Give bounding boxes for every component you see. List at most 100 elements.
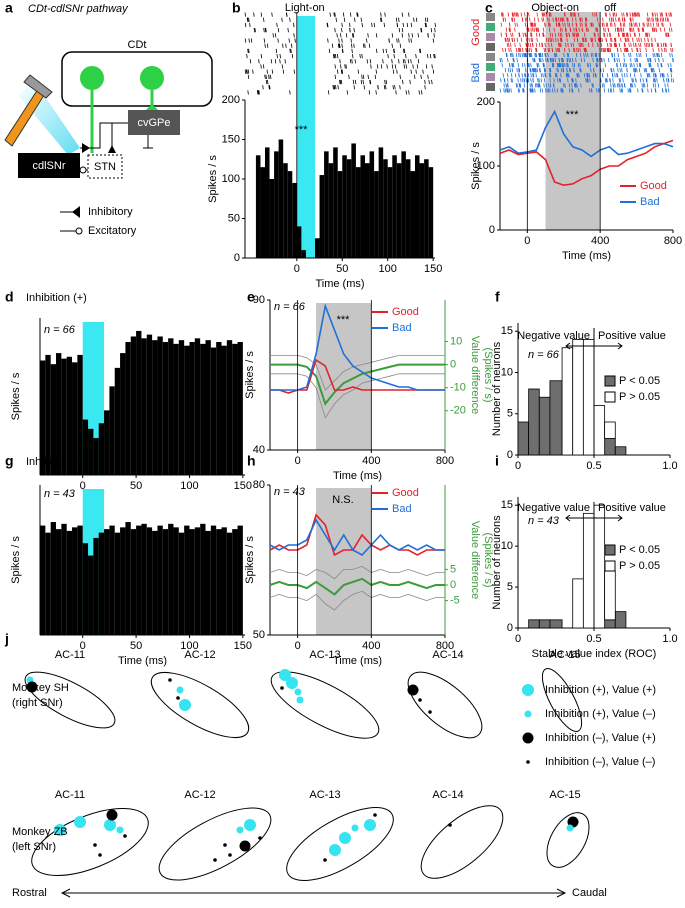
raster-spike	[633, 63, 635, 68]
raster-spike	[581, 42, 583, 47]
ci-lower	[270, 373, 445, 419]
raster-spike	[351, 33, 354, 38]
raster-spike	[525, 47, 528, 53]
raster-spike	[557, 78, 559, 83]
ci-lower	[269, 590, 445, 611]
raster-spike	[354, 17, 356, 22]
raster-spike	[530, 88, 532, 93]
raster-spike	[540, 52, 542, 58]
raster-spike	[612, 88, 615, 93]
raster-spike	[530, 68, 532, 73]
bar	[194, 338, 201, 475]
raster-spike	[383, 22, 386, 28]
raster-spike	[652, 27, 654, 32]
raster-spike	[666, 78, 668, 83]
raster-spike	[543, 47, 545, 53]
x-axis-label: Time (ms)	[118, 655, 167, 667]
raster-spike	[244, 69, 247, 74]
raster-spike	[631, 78, 633, 83]
raster-spike	[349, 22, 351, 28]
bar	[226, 340, 233, 475]
raster-spike	[399, 43, 402, 48]
raster-spike	[596, 17, 599, 22]
bar	[604, 619, 616, 629]
raster-spike	[635, 22, 637, 27]
raster-spike	[516, 58, 518, 63]
bar	[342, 155, 347, 258]
raster-spike	[586, 73, 588, 78]
raster-spike	[606, 32, 608, 37]
raster-spike	[629, 22, 631, 27]
bar	[173, 343, 179, 475]
object-icon	[486, 63, 495, 71]
raster-spike	[616, 58, 618, 63]
bar	[296, 226, 302, 258]
raster-spike	[536, 63, 538, 68]
raster-spike	[667, 88, 670, 93]
bar	[260, 167, 265, 258]
raster-spike	[585, 78, 587, 83]
raster-spike	[561, 37, 563, 42]
raster-spike	[562, 63, 564, 68]
raster-spike	[507, 73, 509, 78]
raster-spike	[668, 32, 670, 37]
raster-spike	[627, 37, 629, 42]
raster-spike	[260, 12, 263, 17]
raster-spike	[630, 22, 633, 27]
section-label: AC-11	[55, 649, 85, 661]
x-tick-label: 0	[80, 480, 86, 492]
raster-spike	[542, 73, 544, 78]
raster-spike	[614, 58, 616, 63]
raster-spike	[610, 83, 612, 88]
raster-spike	[539, 83, 541, 88]
raster-spike	[598, 52, 600, 58]
bar	[355, 167, 361, 258]
raster-spike	[525, 42, 528, 47]
raster-spike	[549, 68, 551, 73]
raster-spike	[541, 52, 544, 58]
raster-spike	[672, 58, 674, 63]
raster-spike	[585, 17, 587, 22]
bar	[517, 421, 530, 456]
n-label: n = 66	[44, 324, 76, 336]
raster-spike	[623, 12, 625, 17]
raster-spike	[661, 17, 663, 22]
raster-spike	[624, 17, 626, 22]
raster-spike	[510, 32, 512, 37]
section-label: AC-12	[184, 649, 215, 661]
bar	[401, 151, 406, 258]
raster-spike	[596, 58, 599, 63]
raster-spike	[604, 12, 607, 17]
x-tick-label: 0	[515, 633, 521, 645]
raster-spike	[517, 88, 520, 93]
raster-spike	[575, 22, 577, 27]
raster-spike	[564, 27, 567, 32]
raster-spike	[558, 22, 560, 27]
raster-spike	[548, 17, 550, 22]
raster-spike	[338, 43, 341, 48]
x-tick-label: 100	[180, 480, 198, 492]
bar	[162, 342, 169, 475]
raster-spike	[521, 17, 524, 22]
raster-spike	[264, 43, 266, 48]
raster-spike	[262, 85, 264, 90]
raster-spike	[252, 69, 254, 74]
raster-spike	[633, 22, 635, 27]
raster-spike	[617, 32, 620, 37]
raster-spike	[274, 59, 277, 64]
neuron-dot	[323, 858, 327, 862]
raster-spike	[567, 78, 569, 83]
raster-spike	[415, 53, 417, 59]
raster-spike	[620, 47, 622, 53]
raster-spike	[433, 53, 435, 59]
raster-spike	[507, 12, 510, 17]
raster-spike	[577, 32, 580, 37]
raster-spike	[333, 12, 335, 17]
raster-spike	[558, 63, 560, 68]
raster-spike	[541, 17, 543, 22]
raster-spike	[622, 27, 625, 32]
bar	[237, 342, 243, 475]
raster-spike	[544, 73, 546, 78]
raster-spike	[619, 83, 621, 88]
bar	[572, 578, 584, 629]
